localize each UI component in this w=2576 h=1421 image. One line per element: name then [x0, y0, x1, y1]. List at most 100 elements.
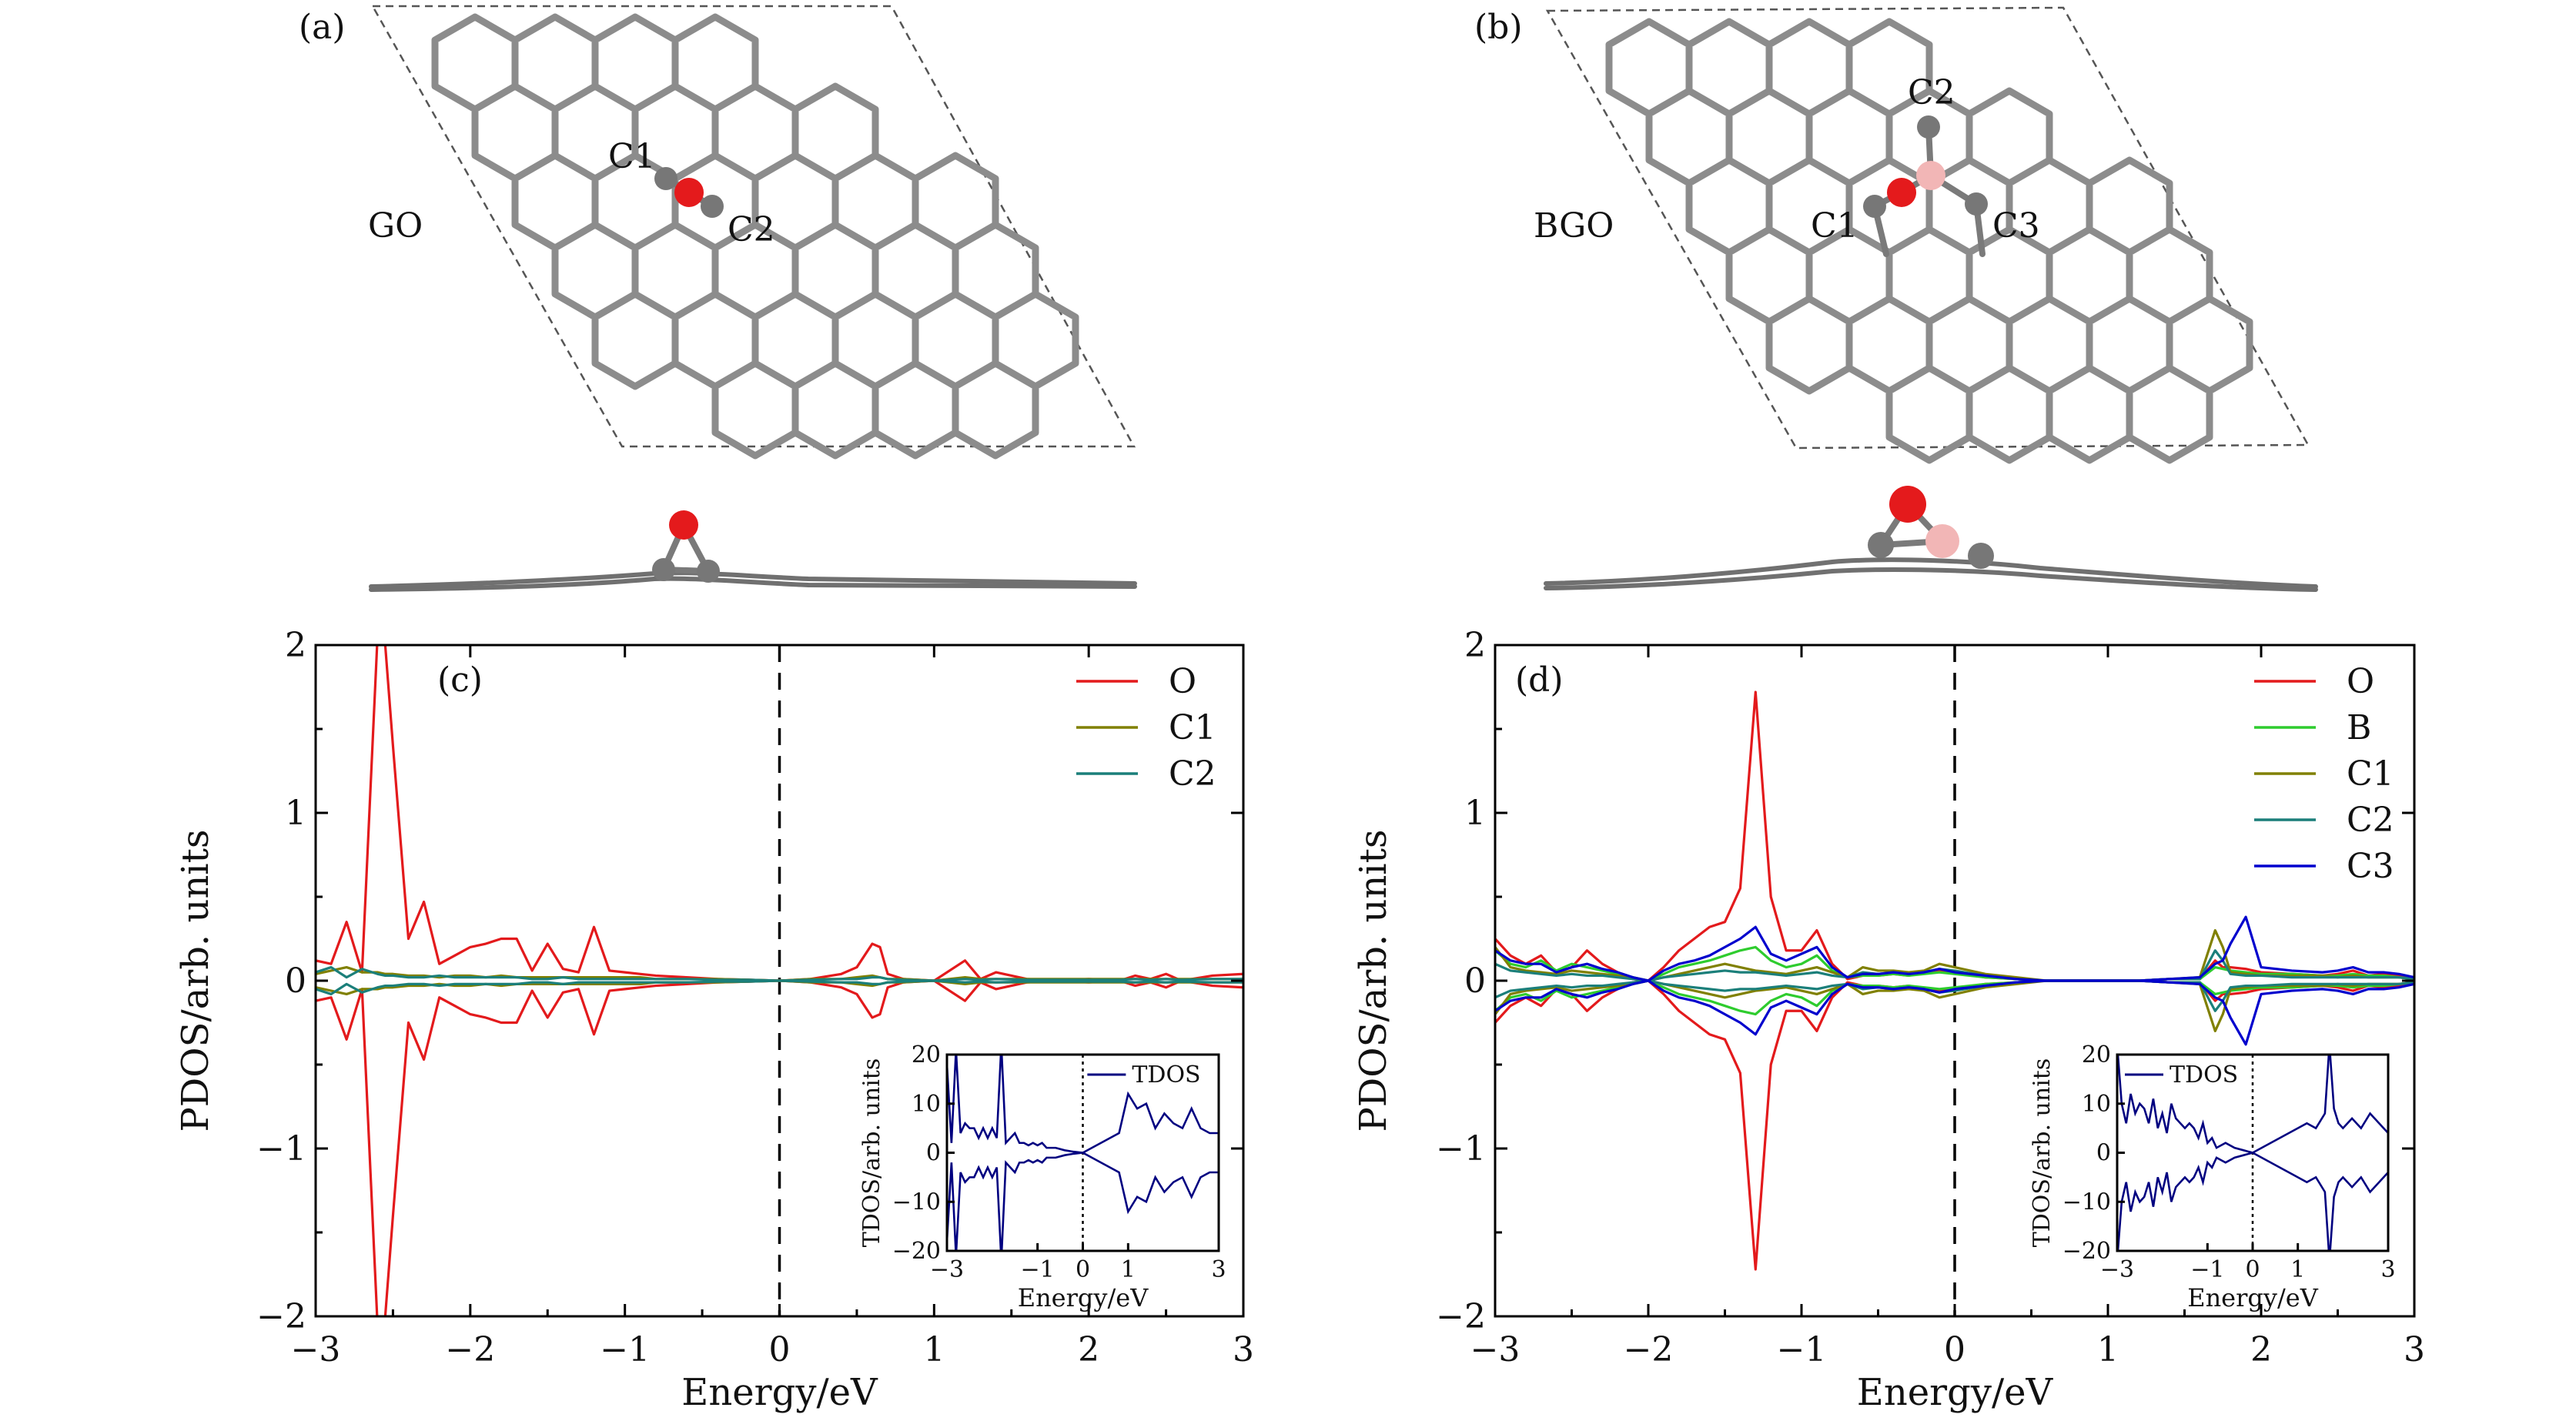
atom-label-c2-a: C2: [728, 210, 775, 249]
legend-label-o-c: O: [1169, 662, 1196, 701]
x-tick-label-d: 1: [2097, 1330, 2119, 1369]
series-c3-up-d: [1495, 915, 2414, 982]
y-tick-label-d: 1: [1464, 794, 1486, 833]
y-axis-label-c: PDOS/arb. units: [174, 829, 217, 1132]
supercell-boundary-a: [370, 5, 1136, 448]
side-view-slab-b2: [1544, 567, 2318, 592]
inset-legend-label-d: TDOS: [2170, 1062, 2238, 1088]
inset-tdos-up-d: [2117, 1055, 2388, 1154]
atom-label-c1-b: C1: [1811, 206, 1858, 246]
inset-y-tick-label-d: 20: [2082, 1042, 2111, 1068]
inset-tdos-up-c: [947, 1055, 1219, 1154]
inset-y-tick-label-d: −10: [2062, 1189, 2111, 1215]
panel-b: (b) C2 C1 C3 BGO: [1474, 6, 2318, 592]
inset-y-tick-label-d: 10: [2082, 1091, 2111, 1118]
inset-legend-label-c: TDOS: [1132, 1062, 1200, 1088]
y-tick-label-d: 0: [1464, 961, 1486, 1001]
y-tick-label-c: −1: [256, 1129, 306, 1169]
x-tick-label-c: 3: [1233, 1330, 1254, 1369]
inset-y-tick-label-c: 10: [912, 1091, 941, 1118]
legend-label-o-d: O: [2347, 662, 2374, 701]
x-tick-label-d: 0: [1944, 1330, 1965, 1369]
series-group-c: [316, 645, 1243, 1316]
y-tick-label-c: 0: [285, 961, 306, 1001]
structure-label-bgo: BGO: [1534, 206, 1614, 246]
series-c2-down-c: [316, 979, 1243, 996]
atom-label-c1-a: C1: [608, 137, 656, 176]
x-tick-label-d: −3: [1470, 1330, 1521, 1369]
graphene-lattice-a: [431, 13, 1079, 460]
side-atom-c2-a: [697, 560, 720, 583]
y-tick-label-d: −2: [1436, 1297, 1486, 1336]
side-atom-c1-a: [652, 558, 675, 581]
inset-x-tick-label-d: −1: [2190, 1256, 2224, 1283]
inset-y-tick-label-d: 0: [2096, 1140, 2111, 1167]
y-tick-label-c: −2: [256, 1297, 306, 1336]
y-tick-label-d: 2: [1464, 626, 1486, 665]
legend-label-c1-d: C1: [2347, 754, 2394, 794]
inset-series-group-c: [947, 1055, 1219, 1251]
inset-x-tick-label-c: −1: [1021, 1256, 1055, 1283]
side-atom-b-b: [1925, 524, 1959, 558]
series-c2-up-c: [316, 965, 1243, 982]
x-tick-label-c: 1: [923, 1330, 945, 1369]
x-tick-label-c: −1: [600, 1330, 650, 1369]
panel-tag-d: (d): [1515, 660, 1564, 700]
x-tick-label-c: −3: [291, 1330, 341, 1369]
inset-x-axis-label-c: Energy/eV: [1018, 1283, 1149, 1312]
inset-y-tick-label-c: −20: [892, 1238, 941, 1265]
atom-b-b: [1916, 161, 1945, 190]
side-view-slab-a2: [369, 576, 1137, 592]
atom-o-b: [1887, 178, 1916, 207]
side-atom-c1-b: [1868, 532, 1894, 558]
x-axis-label-c: Energy/eV: [681, 1371, 878, 1414]
structure-label-go: GO: [368, 206, 423, 246]
inset-x-tick-label-c: −3: [930, 1256, 964, 1283]
legend-label-b-d: B: [2347, 708, 2371, 747]
series-c3-down-d: [1495, 979, 2414, 1046]
inset-x-tick-label-d: 1: [2290, 1256, 2305, 1283]
inset-x-tick-label-d: 3: [2380, 1256, 2395, 1283]
atom-label-c2-b: C2: [1908, 73, 1955, 112]
inset-x-axis-label-d: Energy/eV: [2187, 1283, 2318, 1312]
inset-y-tick-label-c: 20: [912, 1042, 941, 1068]
x-tick-label-c: 2: [1078, 1330, 1099, 1369]
side-view-slab-a: [369, 570, 1137, 589]
legend-label-c2-d: C2: [2347, 801, 2394, 840]
legend-label-c1-c: C1: [1169, 708, 1216, 747]
atom-c3-b: [1965, 192, 1988, 216]
panel-tag-c: (c): [437, 660, 483, 700]
atom-label-c3-b: C3: [1992, 206, 2040, 246]
inset-y-axis-label-c: TDOS/arb. units: [858, 1058, 885, 1248]
x-tick-label-d: −1: [1777, 1330, 1827, 1369]
x-tick-label-d: 3: [2404, 1330, 2425, 1369]
inset-x-tick-label-c: 3: [1211, 1256, 1226, 1283]
side-atom-o-a: [669, 510, 698, 540]
atom-o-a: [674, 178, 704, 207]
atom-c2-a: [701, 195, 724, 218]
y-axis-label-d: PDOS/arb. units: [1352, 829, 1395, 1132]
inset-tdos-down-d: [2117, 1152, 2388, 1251]
x-tick-label-d: −2: [1624, 1330, 1674, 1369]
y-tick-label-c: 2: [285, 626, 306, 665]
panel-a: (a) C1 C2 GO: [299, 5, 1137, 592]
x-tick-label-d: 2: [2250, 1330, 2272, 1369]
atom-c2-b: [1917, 115, 1940, 139]
inset-y-axis-label-d: TDOS/arb. units: [2029, 1058, 2056, 1248]
atom-c1-b: [1863, 195, 1886, 218]
side-atom-o-b: [1889, 486, 1926, 523]
x-axis-label-d: Energy/eV: [1857, 1371, 2054, 1414]
inset-series-group-d: [2117, 1055, 2388, 1251]
side-atom-c3-b: [1968, 543, 1994, 569]
inset-x-tick-label-c: 0: [1076, 1256, 1090, 1283]
panel-b-tag: (b): [1474, 8, 1523, 47]
x-tick-label-c: 0: [769, 1330, 791, 1369]
side-view-slab-b: [1544, 557, 2318, 589]
legend-label-c3-d: C3: [2347, 847, 2394, 886]
y-tick-label-d: −1: [1436, 1129, 1486, 1169]
inset-y-tick-label-c: −10: [892, 1189, 941, 1215]
